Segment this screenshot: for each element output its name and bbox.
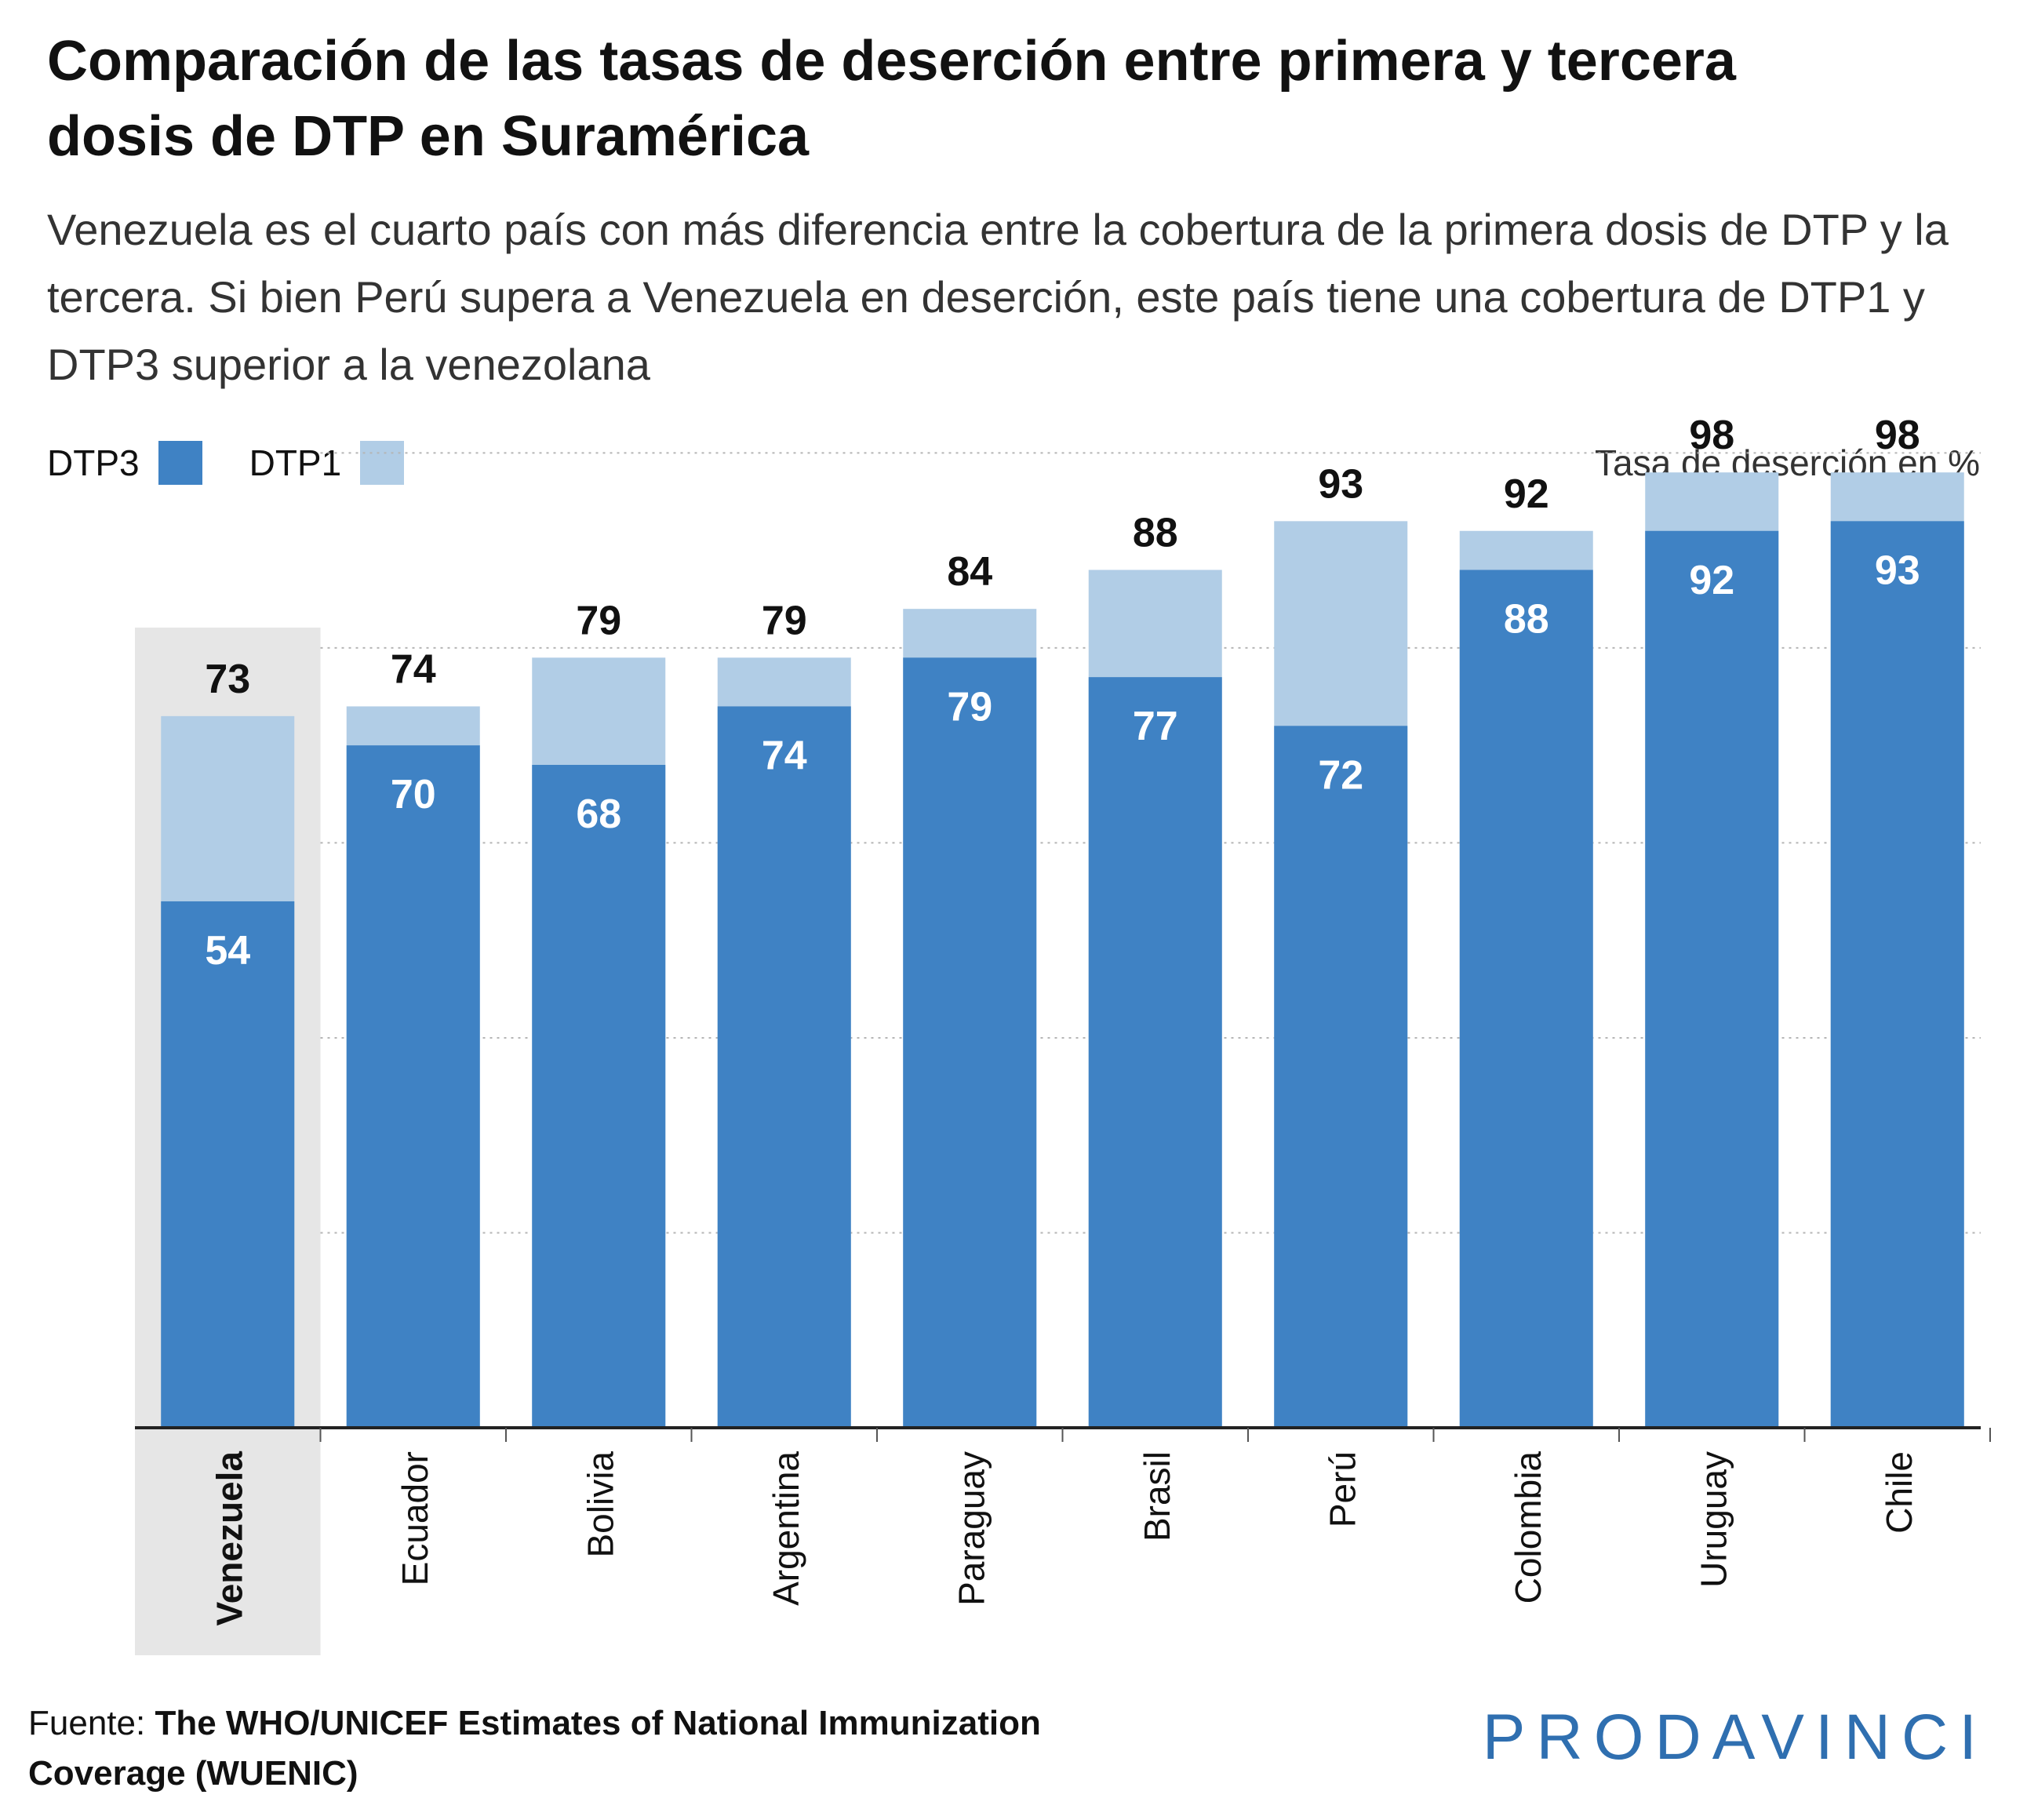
legend-item-dtp1: DTP1 (249, 441, 405, 485)
bar-dtp3 (346, 745, 480, 1428)
data-label-dtp1: 92 (1504, 471, 1549, 517)
data-label-dtp1: 93 (1318, 461, 1363, 507)
source-text: The WHO/UNICEF Estimates of National Imm… (28, 1704, 1041, 1793)
source-note: Fuente: The WHO/UNICEF Estimates of Nati… (28, 1698, 1205, 1799)
data-label-dtp3: 79 (947, 684, 992, 730)
data-label-dtp1: 79 (762, 598, 807, 643)
data-label-dtp3: 77 (1133, 704, 1178, 749)
category-label: Argentina (766, 1451, 806, 1606)
category-label: Colombia (1508, 1451, 1548, 1604)
data-label-dtp3: 92 (1689, 558, 1734, 603)
bar-dtp3 (1830, 521, 1964, 1428)
chart-title: Comparación de las tasas de deserción en… (47, 30, 1736, 168)
bar-dtp3 (161, 901, 295, 1428)
legend-item-dtp3: DTP3 (47, 441, 202, 485)
data-label-dtp1: 73 (205, 657, 250, 702)
bar-dtp3 (1088, 677, 1222, 1428)
data-label-dtp3: 88 (1504, 596, 1549, 642)
data-label-dtp3: 70 (391, 772, 436, 817)
category-label: Paraguay (951, 1451, 992, 1606)
bar-dtp3 (717, 706, 851, 1428)
data-label-dtp1: 79 (576, 598, 621, 643)
data-label-dtp1: 98 (1689, 413, 1734, 458)
data-label-dtp3: 54 (205, 928, 250, 974)
category-label: Venezuela (209, 1451, 249, 1626)
legend-swatch-dtp1 (360, 441, 405, 485)
bar-dtp3 (1645, 530, 1779, 1429)
legend-swatch-dtp3 (158, 441, 202, 485)
data-label-dtp1: 98 (1875, 413, 1920, 458)
legend: DTP3 DTP1 (47, 435, 451, 490)
bar-dtp3 (1274, 726, 1408, 1428)
data-label-dtp1: 84 (947, 549, 992, 595)
data-label-dtp1: 88 (1133, 510, 1178, 555)
chart-subtitle: Venezuela es el cuarto país con más dife… (47, 205, 1949, 389)
data-label-dtp3: 68 (576, 792, 621, 837)
category-label: Ecuador (395, 1451, 435, 1585)
data-label-dtp3: 93 (1875, 548, 1920, 593)
brand-logo: PRODAVINCI (1482, 1702, 1988, 1773)
data-label-dtp1: 74 (391, 646, 436, 692)
legend-label-dtp1: DTP1 (249, 442, 342, 483)
bar-dtp3 (1459, 570, 1593, 1428)
category-label: Perú (1322, 1451, 1363, 1527)
source-label: Fuente: (28, 1704, 155, 1742)
legend-label-dtp3: DTP3 (47, 442, 140, 483)
category-label: Brasil (1137, 1451, 1177, 1542)
bar-dtp3 (532, 765, 666, 1428)
category-label: Uruguay (1693, 1451, 1734, 1588)
category-label: Chile (1879, 1451, 1920, 1534)
bar-dtp3 (903, 657, 1037, 1428)
category-label: Bolivia (580, 1451, 620, 1558)
data-label-dtp3: 74 (762, 733, 807, 778)
data-label-dtp3: 72 (1318, 752, 1363, 798)
